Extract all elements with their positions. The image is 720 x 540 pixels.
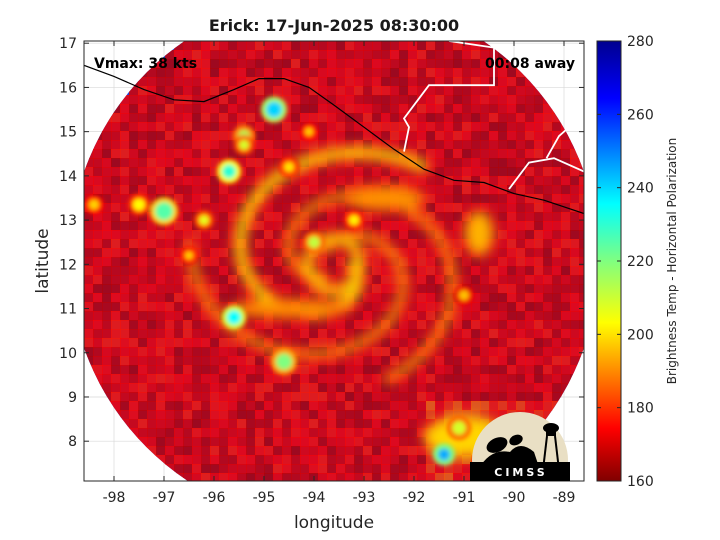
convective-cell (239, 139, 249, 150)
colorbar-tick-label: 160 (627, 474, 654, 490)
convective-cell (89, 199, 99, 210)
colorbar-tick-label: 220 (627, 254, 654, 270)
y-tick-label: 11 (59, 302, 77, 318)
convective-cell (155, 202, 173, 221)
convective-cell (266, 101, 282, 118)
time-away-annotation: 00:08 away (485, 56, 575, 72)
convective-cell (276, 353, 292, 370)
colorbar-tick-label: 200 (627, 327, 654, 343)
convective-cell (459, 290, 469, 301)
y-tick-label: 16 (59, 80, 77, 96)
y-tick-label: 9 (68, 390, 77, 406)
x-tick-label: -89 (553, 490, 576, 506)
colorbar-tick-label: 180 (627, 401, 654, 417)
colorbar: 160 180 200 220 240 260 280 Brightness Temp - … (596, 34, 679, 490)
y-tick-label: 12 (59, 257, 77, 273)
colorbar-tick-label: 240 (627, 181, 654, 197)
convective-cell (438, 448, 450, 461)
cimss-logo: CIMSS (470, 412, 570, 481)
convective-cell (222, 164, 236, 179)
y-axis-label: latitude (33, 228, 53, 293)
convective-cell (349, 215, 359, 226)
convective-cell (133, 198, 145, 211)
country-borders (402, 41, 584, 190)
x-tick-label: -92 (403, 490, 426, 506)
x-tick-label: -97 (153, 490, 176, 506)
svg-text:CIMSS: CIMSS (494, 466, 547, 479)
x-tick-label: -90 (503, 490, 526, 506)
convective-cell (284, 162, 294, 173)
y-tick-label: 8 (68, 434, 77, 450)
x-tick-label: -94 (303, 490, 326, 506)
convective-cell (185, 251, 193, 260)
x-tick-label: -93 (353, 490, 376, 506)
y-axis-ticks: 8 9 10 11 12 13 14 15 16 17 (59, 36, 584, 450)
x-axis-ticks: -98 -97 -96 -95 -94 -93 -92 -91 -90 -89 (103, 41, 576, 506)
convective-cell (308, 236, 320, 249)
y-tick-label: 13 (59, 213, 77, 229)
convective-cell (305, 127, 313, 136)
colorbar-label: Brightness Temp - Horizontal Polarizatio… (665, 138, 679, 385)
microwave-swath (84, 41, 584, 481)
axes-frame (83, 40, 585, 482)
x-tick-label: -98 (103, 490, 126, 506)
x-axis-label: longitude (294, 513, 374, 533)
x-tick-label: -91 (453, 490, 476, 506)
y-tick-label: 15 (59, 125, 77, 141)
colorbar-tick-label: 260 (627, 107, 654, 123)
coastline (84, 64, 584, 215)
y-tick-label: 10 (59, 346, 77, 362)
convective-cell (199, 215, 209, 226)
x-tick-label: -95 (253, 490, 276, 506)
convective-cell (227, 310, 241, 325)
map-title: Erick: 17-Jun-2025 08:30:00 (209, 16, 459, 35)
y-tick-label: 14 (59, 169, 77, 185)
convective-cell (452, 420, 466, 435)
x-tick-label: -96 (203, 490, 226, 506)
vmax-annotation: Vmax: 38 kts (94, 56, 197, 72)
colorbar-tick-label: 280 (627, 34, 654, 50)
y-tick-label: 17 (59, 36, 77, 52)
